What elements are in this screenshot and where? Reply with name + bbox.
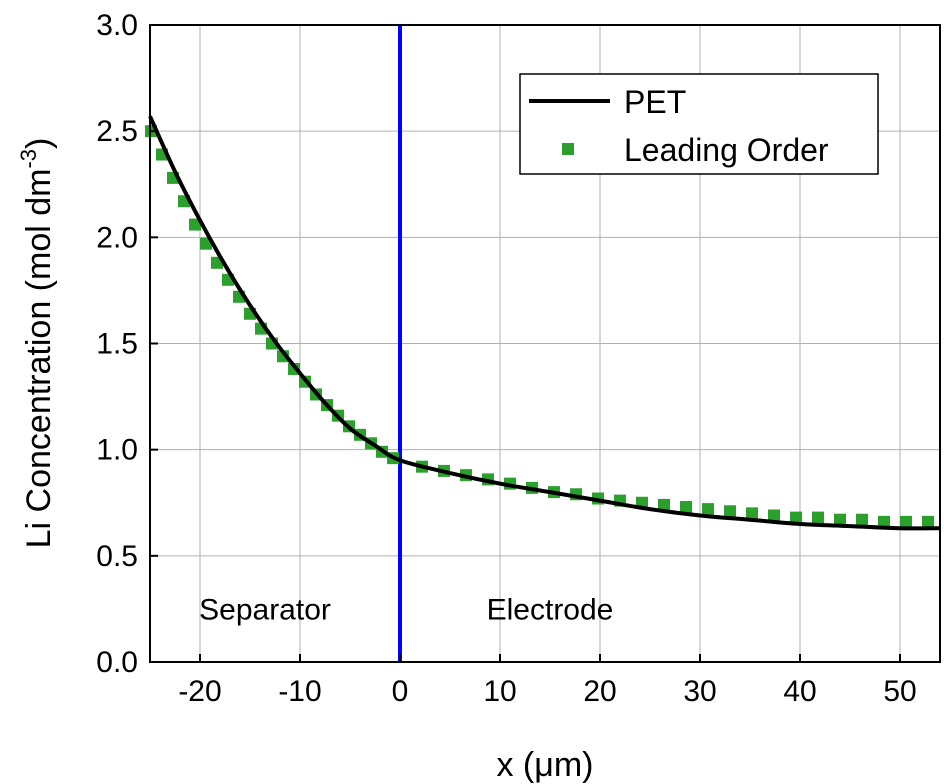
leading-order-point (922, 515, 934, 528)
leading-order-point (746, 507, 758, 520)
leading-order-point (834, 513, 846, 526)
y-tick-label: 1.0 (96, 434, 138, 467)
pet-series (148, 115, 941, 531)
y-tick-label: 3.0 (96, 9, 138, 42)
y-tick-label: 0.0 (96, 646, 138, 679)
y-tick-label: 2.5 (96, 115, 138, 148)
leading-order-point (658, 498, 670, 511)
x-tick-label: -10 (278, 675, 321, 708)
y-axis-label: Li Concentration (mol dm-3) (16, 138, 58, 549)
x-tick-label: 10 (483, 675, 516, 708)
y-tick-label: 0.5 (96, 540, 138, 573)
region-label: Separator (199, 594, 331, 627)
x-tick-label: 50 (883, 675, 916, 708)
y-axis-label-main: Li Concentration (mol dm (20, 169, 58, 549)
axis-ticks (150, 24, 901, 663)
leading-order-point (856, 513, 868, 526)
leading-order-point (768, 509, 780, 522)
leading-order-point (724, 505, 736, 518)
leading-order-point (900, 515, 912, 528)
legend-leading-order-swatch (562, 143, 574, 155)
pet-line (148, 115, 941, 531)
region-annotations: Separator Electrode (199, 594, 613, 627)
legend-leading-order-label: Leading Order (624, 132, 829, 168)
y-axis-label-suffix: ) (20, 138, 58, 149)
x-tick-label: 30 (683, 675, 716, 708)
legend-pet-label: PET (624, 84, 686, 120)
y-tick-label: 2.0 (96, 221, 138, 254)
x-axis-label: x (μm) (496, 746, 593, 784)
leading-order-point (702, 503, 714, 516)
legend-box (519, 73, 879, 175)
leading-order-point (790, 511, 802, 524)
x-tick-label: 40 (783, 675, 816, 708)
x-tick-label: -20 (178, 675, 221, 708)
x-tick-label: 20 (583, 675, 616, 708)
region-label: Electrode (487, 594, 614, 627)
y-axis-label-superscript: -3 (16, 149, 41, 169)
legend: PET Leading Order (519, 73, 879, 175)
leading-order-point (189, 218, 201, 231)
leading-order-series (145, 125, 934, 528)
tick-labels: -20 -10 0 10 20 30 40 50 0.0 0.5 1.0 1.5 2.0 2.5 3.0 (96, 9, 916, 708)
y-tick-label: 1.5 (96, 328, 138, 361)
leading-order-point (812, 511, 824, 524)
leading-order-point (680, 500, 692, 513)
x-tick-label: 0 (392, 675, 409, 708)
leading-order-point (878, 515, 890, 528)
